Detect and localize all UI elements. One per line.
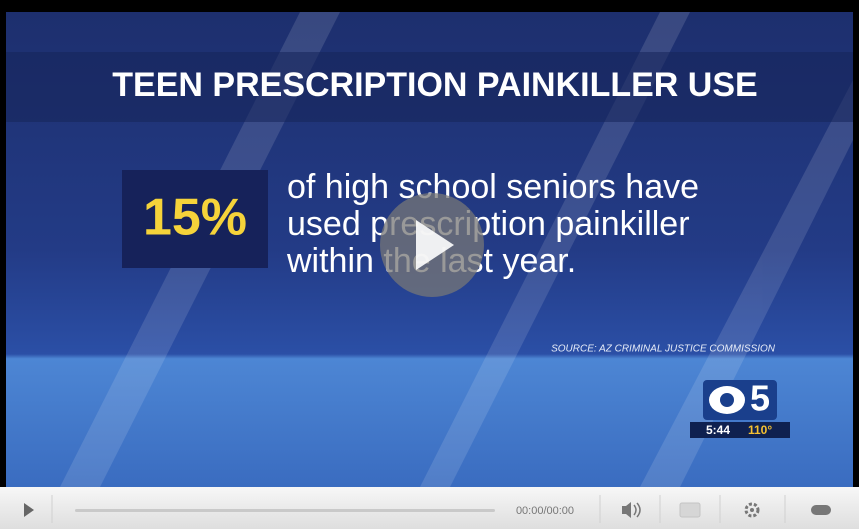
- captions-button[interactable]: [679, 502, 701, 518]
- body-line: of high school seniors have: [287, 168, 699, 206]
- stat-box: [122, 170, 268, 268]
- play-control[interactable]: [24, 503, 34, 517]
- fullscreen-toggle[interactable]: [811, 505, 831, 515]
- source: SOURCE: AZ CRIMINAL JUSTICE COMMISSION: [551, 344, 776, 355]
- logo-channel: 5: [750, 378, 770, 419]
- title: TEEN PRESCRIPTION PAINKILLER USE: [112, 66, 757, 104]
- station-logo: 5 5:44 110°: [690, 378, 790, 438]
- progress-bar[interactable]: [75, 509, 495, 512]
- top-border: [0, 0, 859, 12]
- clock: 5:44: [706, 423, 730, 437]
- control-bar: [0, 487, 859, 529]
- time-display: 00:00/00:00: [516, 505, 574, 517]
- stat: 15%: [143, 189, 247, 247]
- temperature: 110°: [748, 423, 772, 437]
- settings-button[interactable]: [744, 502, 760, 518]
- title-band: [6, 52, 853, 122]
- body-line: used prescription painkiller: [287, 205, 690, 243]
- volume-button[interactable]: [622, 502, 641, 518]
- control-dividers: [51, 495, 786, 523]
- play-button[interactable]: [380, 193, 484, 297]
